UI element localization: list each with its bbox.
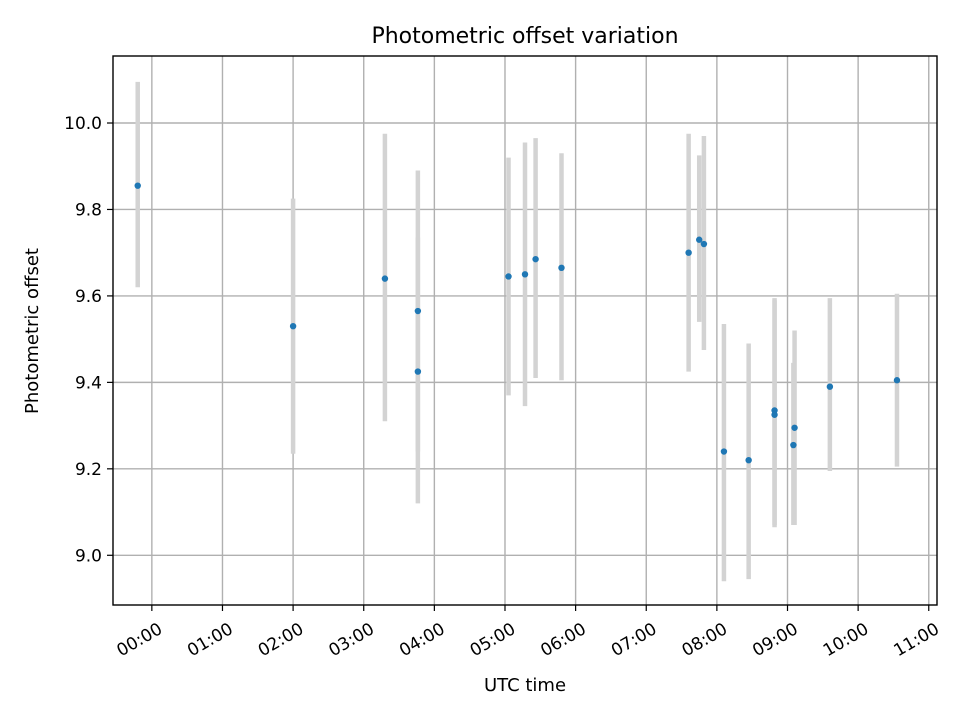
x-tick-label: 06:00 — [537, 619, 589, 661]
x-tick-label: 01:00 — [184, 619, 236, 661]
x-tick-label: 10:00 — [820, 619, 872, 661]
data-point — [505, 273, 512, 280]
data-point — [826, 383, 834, 390]
y-tick-label: 9.6 — [75, 287, 102, 307]
data-point — [696, 236, 703, 243]
data-point — [521, 271, 529, 278]
x-tick-label: 03:00 — [325, 619, 377, 661]
data-point — [745, 456, 752, 464]
y-tick-label: 10.0 — [64, 114, 102, 134]
x-tick-label: 04:00 — [396, 619, 448, 661]
x-tick-label: 09:00 — [749, 619, 801, 661]
x-tick-label: 02:00 — [255, 619, 307, 661]
data-point — [893, 377, 901, 384]
x-tick-label: 08:00 — [679, 619, 731, 661]
y-tick-label: 9.4 — [75, 373, 102, 393]
data-point — [720, 448, 728, 455]
data-points — [134, 182, 901, 464]
data-point — [790, 441, 797, 449]
y-axis-label: Photometric offset — [22, 248, 43, 414]
data-point — [558, 264, 565, 272]
x-tick-label: 00:00 — [114, 619, 166, 661]
error-bars — [135, 81, 900, 582]
data-point — [414, 307, 422, 315]
data-point — [685, 249, 692, 256]
x-tick-label: 05:00 — [467, 619, 519, 661]
chart-title: Photometric offset variation — [371, 24, 678, 49]
axis-ticks: 00:00 01:00 02:00 03:00 04:00 05:00 06:00 07:00… — [64, 114, 943, 661]
plot-frame — [112, 55, 938, 606]
x-axis-label: UTC time — [484, 675, 566, 696]
data-point — [700, 240, 708, 248]
data-point — [134, 182, 141, 189]
data-point — [532, 255, 539, 263]
data-point — [289, 322, 297, 330]
y-tick-label: 9.8 — [75, 200, 102, 220]
y-tick-label: 9.2 — [75, 460, 102, 480]
data-point — [791, 424, 798, 431]
data-point — [381, 275, 389, 282]
y-tick-label: 9.0 — [75, 546, 102, 566]
data-point — [414, 368, 422, 375]
x-tick-label: 11:00 — [890, 619, 942, 661]
data-point — [771, 411, 778, 418]
x-tick-label: 07:00 — [608, 619, 660, 661]
